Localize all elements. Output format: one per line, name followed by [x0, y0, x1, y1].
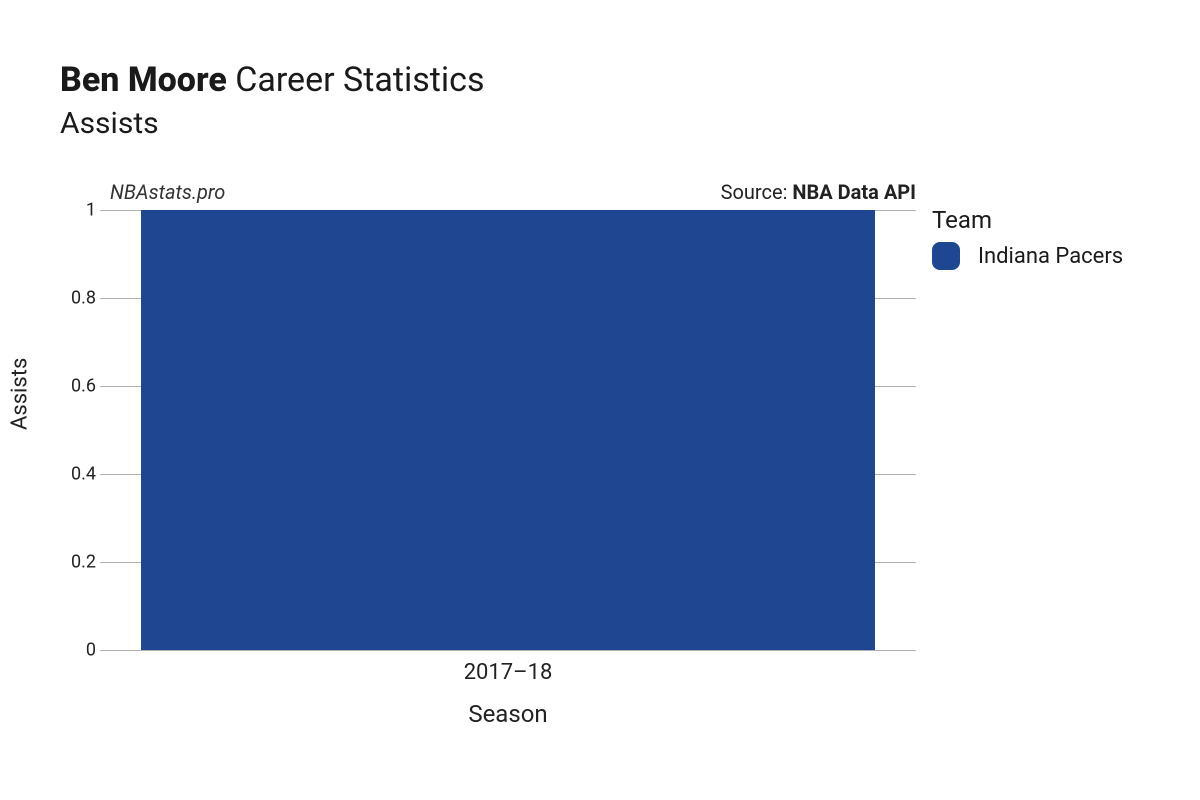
y-tick-label: 0 [56, 640, 96, 661]
attribution-right: Source: NBA Data API [721, 180, 916, 204]
attribution-left: NBAstats.pro [110, 180, 225, 204]
chart-title-player: Ben Moore [60, 60, 227, 100]
source-name: NBA Data API [792, 180, 916, 204]
y-tick-label: 0.2 [56, 552, 96, 573]
bar [141, 210, 875, 650]
x-tick-label: 2017–18 [464, 660, 553, 685]
chart-container: Ben Moore Career Statistics Assists NBAs… [0, 0, 1200, 800]
chart-title: Ben Moore Career Statistics [60, 60, 485, 100]
legend-item-label: Indiana Pacers [978, 244, 1123, 269]
x-axis-label: Season [100, 700, 916, 728]
source-label: Source: [721, 180, 793, 204]
chart-title-subject: Career Statistics [235, 60, 484, 100]
y-tick-label: 0.6 [56, 376, 96, 397]
y-tick-label: 1 [56, 200, 96, 221]
chart-title-block: Ben Moore Career Statistics Assists [60, 60, 485, 141]
legend-item: Indiana Pacers [932, 242, 1123, 270]
y-axis-label: Assists [8, 358, 33, 430]
chart-subtitle: Assists [60, 106, 485, 141]
gridline [100, 650, 916, 651]
legend: Team Indiana Pacers [932, 206, 1123, 270]
legend-swatch [932, 242, 960, 270]
y-tick-label: 0.4 [56, 464, 96, 485]
y-tick-label: 0.8 [56, 288, 96, 309]
legend-title: Team [932, 206, 1123, 234]
plot-area: 00.20.40.60.812017–18 [100, 210, 916, 650]
